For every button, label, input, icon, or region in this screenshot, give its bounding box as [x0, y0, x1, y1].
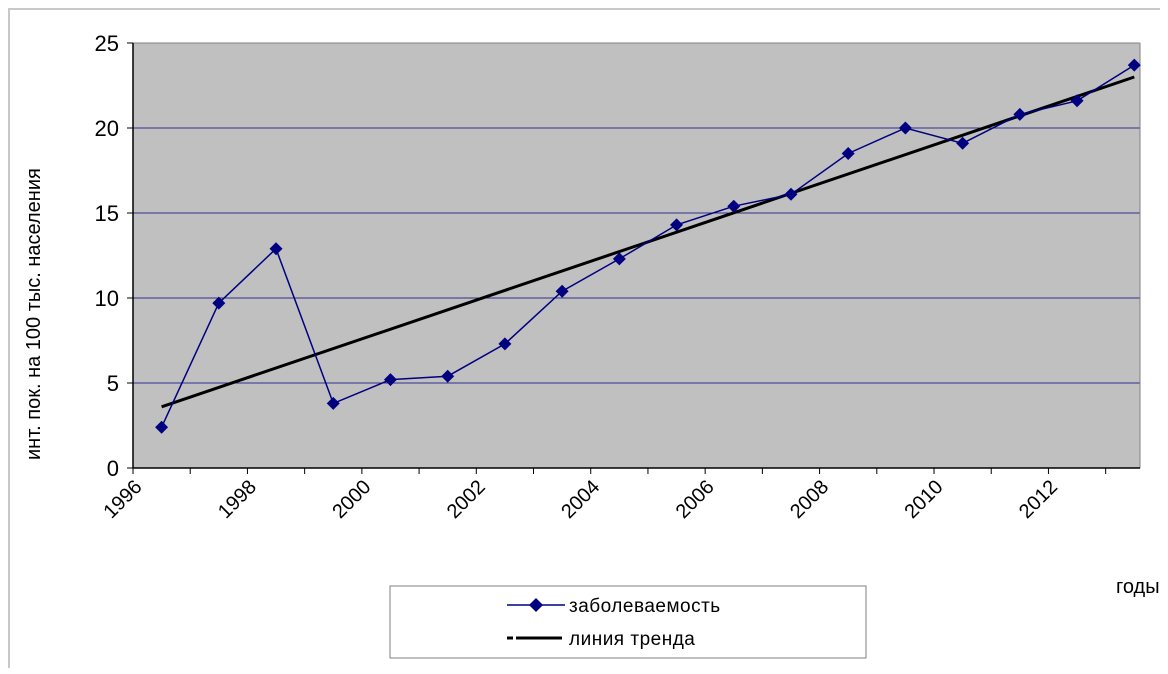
data-point-marker	[670, 218, 684, 232]
x-tick-label: 2000	[328, 476, 375, 523]
y-tick-label: 25	[95, 31, 119, 56]
x-tick-label: 2010	[901, 476, 948, 523]
data-point-marker	[498, 337, 512, 351]
data-point-marker	[1127, 58, 1141, 72]
data-point-marker	[612, 252, 626, 266]
data-point-marker	[841, 147, 855, 160]
legend-series-label: заболеваемость	[569, 596, 721, 617]
y-tick-label: 0	[107, 456, 119, 481]
legend-trend-label: линия тренда	[569, 629, 695, 650]
y-tick-label: 20	[95, 116, 119, 141]
legend-diamond-marker	[529, 598, 543, 612]
x-tick-label: 2006	[672, 476, 719, 523]
data-point-marker	[1013, 107, 1027, 121]
x-tick-label: 2008	[786, 476, 833, 523]
data-point-marker	[784, 187, 798, 201]
y-tick-label: 10	[95, 286, 119, 311]
data-point-marker	[441, 369, 455, 383]
y-tick-label: 15	[95, 201, 119, 226]
x-tick-label: 2002	[443, 476, 490, 523]
x-tick-label: 1996	[100, 476, 147, 523]
data-point-marker	[212, 296, 226, 310]
y-axis-title: инт. пок. на 100 тыс. населения	[23, 168, 45, 460]
x-axis-title: годы	[1116, 576, 1160, 598]
data-point-marker	[269, 242, 283, 256]
plot-area	[133, 43, 1140, 468]
data-point-marker	[155, 420, 169, 434]
data-point-marker	[383, 373, 397, 387]
legend-item-trend: линия тренда	[507, 629, 695, 650]
legend: заболеваемость линия тренда	[389, 585, 867, 659]
chart-frame	[8, 8, 1160, 668]
data-point-marker	[956, 136, 970, 150]
data-point-marker	[1070, 94, 1084, 108]
data-point-marker	[898, 121, 912, 135]
legend-box	[389, 585, 867, 659]
x-tick-label: 2004	[557, 476, 604, 523]
x-tick-label: 1998	[214, 476, 261, 523]
series-line	[160, 64, 1135, 428]
legend-item-series: заболеваемость	[507, 596, 721, 617]
data-point-marker	[727, 199, 741, 213]
x-tick-label: 2012	[1015, 476, 1062, 523]
data-point-marker	[555, 284, 569, 298]
data-point-marker	[326, 396, 340, 410]
y-tick-label: 5	[107, 371, 119, 396]
